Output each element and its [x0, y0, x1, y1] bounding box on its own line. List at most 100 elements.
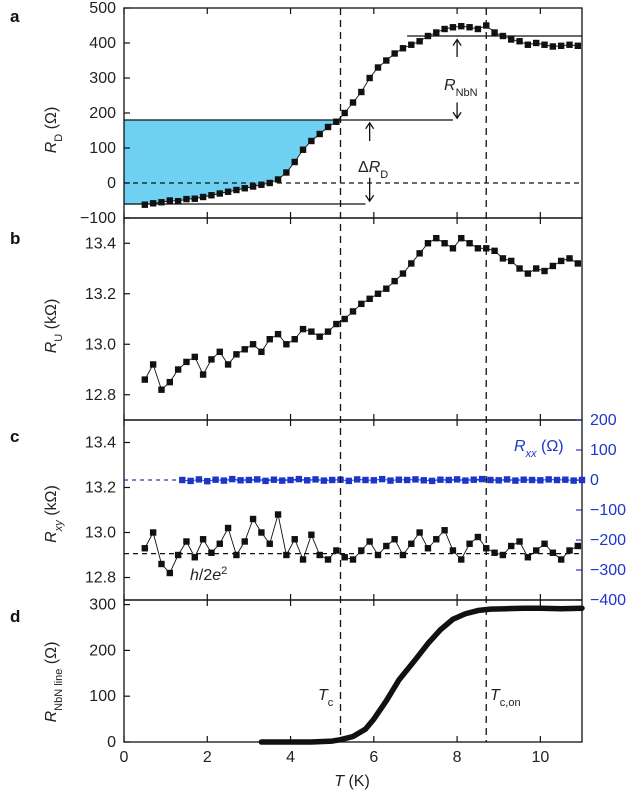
series-d-line	[258, 605, 585, 745]
ytick-label-c: 12.8	[85, 570, 116, 587]
series-b-point	[391, 277, 398, 285]
series-a-point	[174, 198, 182, 205]
series-b-point	[249, 341, 257, 348]
series-b-point	[224, 361, 232, 368]
series-b-point	[291, 336, 298, 343]
series-a-point	[316, 130, 323, 138]
series-b-point	[208, 356, 215, 363]
series-rxx-point	[570, 477, 577, 484]
y2tick-label-c: 0	[590, 472, 599, 489]
series-a-point	[233, 186, 240, 194]
series-rxy-point	[233, 551, 240, 559]
series-a-point	[416, 38, 423, 45]
series-rxx-point	[378, 475, 386, 483]
series-a-point	[299, 146, 307, 153]
series-rxy-point	[324, 556, 332, 563]
series-a-point	[191, 195, 198, 202]
series-b-point	[474, 245, 482, 252]
anno-tc: Tc	[318, 687, 334, 709]
series-rxy-point	[424, 545, 432, 552]
y2tick-label-c: 100	[590, 442, 617, 459]
series-rxy-point	[574, 542, 582, 550]
series-rxy-point	[541, 540, 548, 547]
series-a-point	[408, 41, 415, 48]
series-rxy-point	[449, 547, 457, 554]
series-rxx-point	[362, 476, 369, 484]
series-b-point	[424, 240, 432, 247]
series-a-point	[141, 201, 149, 208]
series-rxx-point	[262, 477, 269, 485]
series-a-point	[266, 179, 273, 187]
series-a-point	[374, 64, 382, 71]
series-rxy-point	[516, 538, 523, 545]
series-rxx-point	[395, 476, 402, 483]
series-rxx-point	[204, 478, 211, 485]
series-a-point	[324, 123, 332, 131]
series-b-point	[358, 300, 365, 308]
plot-layer: −100010020030040050012.813.013.213.412.8…	[80, 0, 626, 766]
series-rxy-point	[199, 536, 207, 543]
series-rxx-point	[179, 476, 186, 484]
series-rxy-point	[274, 511, 282, 518]
series-b-point	[549, 262, 557, 270]
ytick-label-a: −100	[80, 210, 116, 227]
xtick-label: 4	[286, 749, 295, 766]
series-a-point	[557, 42, 565, 49]
series-rxx-point	[328, 476, 336, 484]
y2tick-label-c: −300	[590, 562, 626, 579]
series-rxx-point	[428, 477, 436, 485]
series-rxy-point	[499, 551, 507, 559]
series-rxy-point	[208, 549, 215, 556]
series-rxx-point	[520, 476, 527, 483]
series-rxx-point	[212, 476, 219, 483]
series-b-point	[433, 235, 440, 242]
ytick-label-a: 300	[89, 70, 116, 87]
series-a-point	[249, 183, 257, 190]
series-rxy-point	[341, 554, 348, 561]
series-rxy-point	[374, 551, 382, 559]
series-b-point	[316, 333, 323, 340]
series-a-point	[274, 176, 282, 183]
ylabel-a: RD (Ω)	[43, 107, 65, 154]
series-b-point	[516, 265, 523, 272]
series-rxy-point	[166, 569, 173, 577]
series-rxx-point	[345, 477, 353, 485]
panel-letter-b: b	[10, 229, 20, 248]
series-a-point	[566, 41, 573, 48]
series-b-point	[333, 320, 340, 328]
series-rxy-point	[183, 538, 190, 545]
series-a-point	[508, 36, 515, 43]
series-a-point	[224, 188, 232, 195]
series-b-point	[183, 358, 190, 366]
series-b-point	[374, 290, 382, 297]
series-b-point	[341, 315, 348, 323]
series-rxy-point	[566, 547, 573, 554]
series-a-point	[291, 158, 298, 166]
series-rxy-point	[474, 533, 482, 541]
series-rxy-point	[508, 542, 515, 550]
series-rxy-point	[224, 524, 232, 532]
series-a-point	[199, 193, 207, 201]
series-b-point	[141, 376, 149, 383]
series-b-point	[466, 240, 473, 247]
anno-rnbn: RNbN	[444, 77, 478, 99]
xtick-label: 6	[369, 749, 378, 766]
series-rxx-point	[279, 477, 286, 484]
series-rxx-point	[537, 477, 544, 484]
series-rxy-point	[416, 529, 423, 536]
panel-letter-a: a	[10, 7, 20, 26]
series-rxy-point	[458, 556, 465, 563]
series-a-point	[349, 99, 357, 106]
series-rxy-point	[308, 531, 315, 538]
series-rxx-point	[487, 476, 494, 484]
ytick-label-a: 100	[89, 140, 116, 157]
series-rxy-point	[333, 547, 340, 554]
series-b-point	[499, 255, 507, 262]
series-b-point	[158, 386, 165, 393]
series-rxx-point	[528, 476, 536, 484]
series-rxy-point	[399, 551, 407, 559]
series-rxy-point	[557, 556, 565, 563]
series-rxx-point	[187, 477, 194, 485]
series-b-point	[308, 328, 315, 335]
series-rxy-point	[316, 551, 323, 559]
